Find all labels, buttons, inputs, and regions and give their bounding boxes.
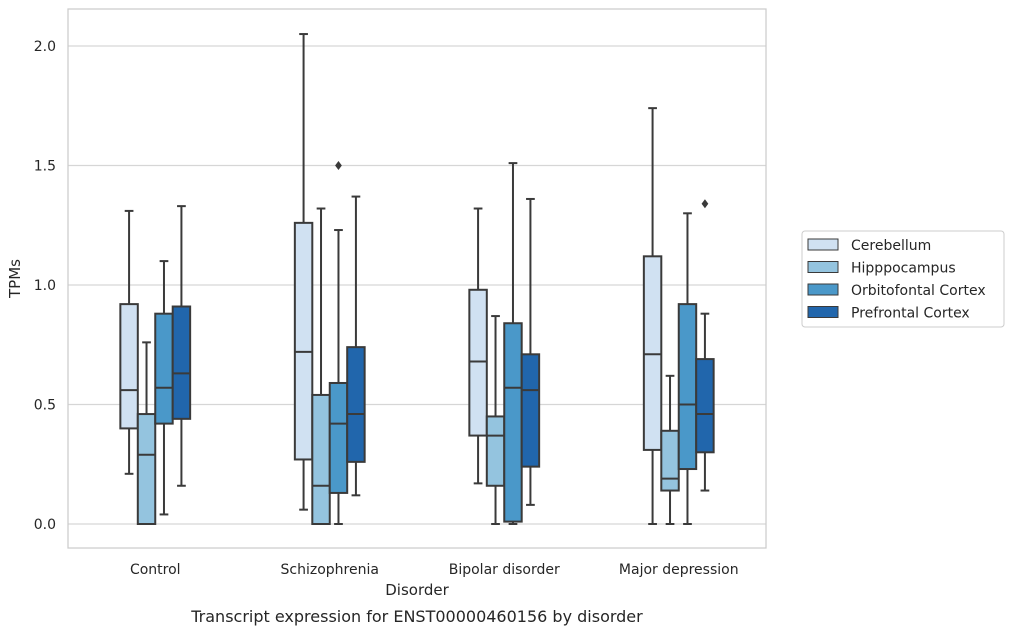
box-prefrontal-cortex [171,205,192,487]
y-tick-label: 1.0 [34,278,56,294]
x-tick-label: Schizophrenia [281,562,379,578]
box-prefrontal-cortex [520,197,541,506]
box-cerebellum [468,207,488,485]
outlier-point [701,199,709,209]
legend-frame [801,230,1005,328]
box-iqr [677,303,698,471]
chart-caption: Transcript expression for ENST0000046015… [190,607,643,626]
legend-label: Orbitofontal Cortex [851,283,986,299]
box-orbitofontal-cortex [328,161,349,525]
plot-area-frame [67,8,767,549]
box-hipppocampus [485,315,506,525]
box-iqr [485,415,506,487]
box-orbitofontal-cortex [154,260,174,516]
box-iqr [468,288,488,437]
legend-swatch [807,283,839,296]
box-iqr [503,322,523,523]
y-tick-label: 1.5 [34,159,56,175]
legend-label: Hipppocampus [851,261,956,277]
box-iqr [154,312,174,425]
box-cerebellum [293,33,314,511]
box-groups [119,33,715,525]
x-tick-labels: Control Schizophrenia Bipolar disorder Majo… [130,562,739,578]
box-prefrontal-cortex [695,199,715,492]
y-tick-label: 0.0 [34,517,56,533]
x-tick-label: Bipolar disorder [449,562,560,578]
box-orbitofontal-cortex [677,212,698,525]
box-iqr [695,358,715,454]
x-axis-label: Disorder [385,581,449,599]
x-tick-label: Major depression [619,562,739,578]
box-hipppocampus [136,341,157,525]
legend-label: Prefrontal Cortex [851,306,970,322]
box-iqr [660,429,680,492]
box-iqr [642,255,663,451]
legend: Cerebellum Hipppocampus Orbitofontal Corte… [801,230,1005,328]
box-iqr [171,305,192,420]
legend-label: Cerebellum [851,238,931,254]
box-iqr [520,353,541,468]
box-iqr [119,303,139,430]
box-iqr [328,381,349,494]
outlier-point [335,161,342,170]
y-axis-label: TPMs [6,259,24,299]
box-cerebellum [119,209,139,475]
box-iqr [293,221,314,461]
box-iqr [311,393,331,525]
box-prefrontal-cortex [346,195,366,497]
y-tick-label: 0.5 [34,398,56,414]
y-tick-label: 2.0 [34,39,56,55]
legend-swatch [807,261,839,273]
y-tick-labels: 0.0 0.5 1.0 1.5 2.0 [34,39,56,533]
box-iqr [136,413,157,525]
box-cerebellum [642,107,663,525]
box-hipppocampus [660,374,680,525]
legend-swatch [807,238,839,251]
box-orbitofontal-cortex [503,162,523,525]
box-hipppocampus [311,207,331,525]
legend-swatch [807,306,839,318]
x-tick-label: Control [130,562,181,578]
box-iqr [346,346,366,463]
